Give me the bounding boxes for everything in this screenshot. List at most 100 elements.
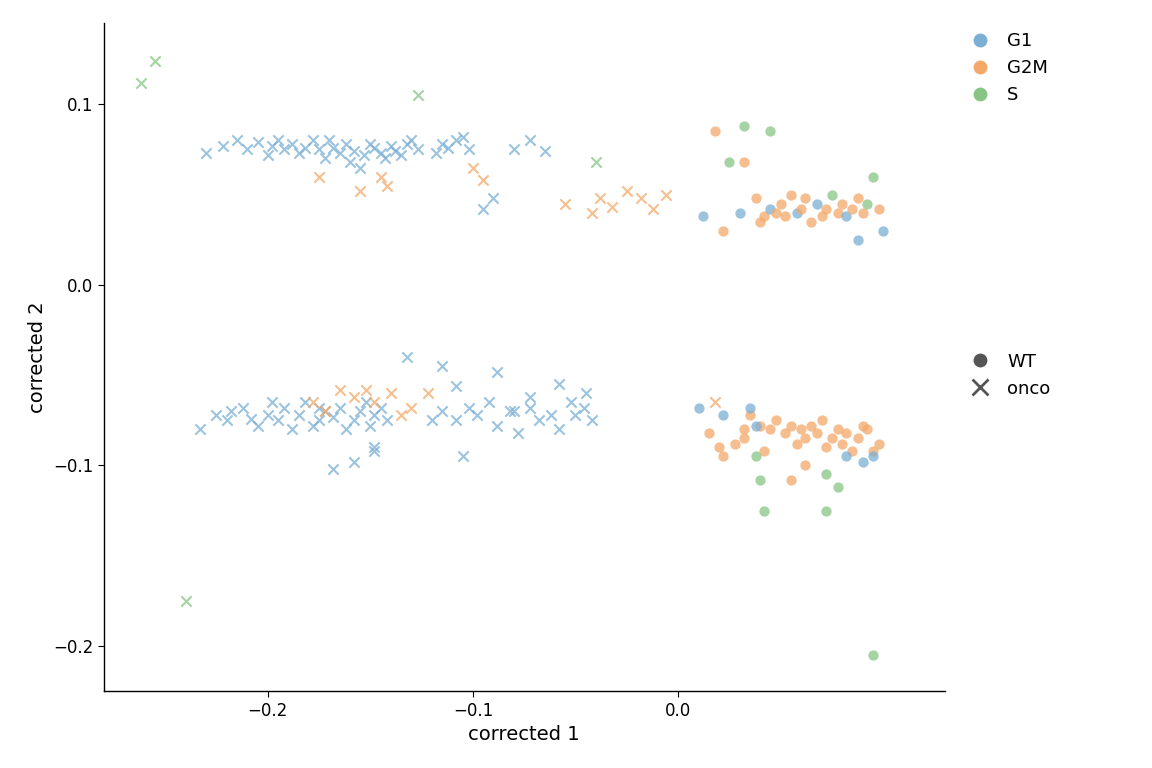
Point	[275, 144, 294, 156]
Point	[761, 423, 780, 435]
Point	[320, 134, 339, 147]
Point	[706, 125, 725, 137]
Point	[541, 409, 560, 421]
Point	[310, 170, 328, 183]
Point	[454, 131, 472, 143]
Point	[275, 402, 294, 414]
Point	[843, 203, 862, 215]
Point	[365, 409, 384, 421]
Point	[833, 438, 851, 450]
Point	[802, 216, 820, 228]
Point	[562, 396, 581, 409]
Point	[295, 396, 313, 409]
Point	[392, 149, 410, 161]
Point	[788, 438, 806, 450]
Point	[221, 406, 240, 418]
Point	[351, 406, 370, 418]
Point	[796, 192, 814, 204]
Point	[823, 432, 841, 445]
Point	[714, 409, 733, 421]
Point	[344, 414, 363, 426]
Point	[386, 145, 404, 157]
Point	[344, 455, 363, 468]
Point	[402, 134, 420, 147]
Point	[576, 387, 594, 399]
Point	[781, 419, 799, 432]
Point	[735, 423, 753, 435]
Point	[371, 402, 389, 414]
Point	[336, 423, 355, 435]
Point	[218, 414, 236, 426]
Point	[213, 140, 232, 152]
Point	[556, 197, 575, 210]
Point	[857, 197, 876, 210]
Point	[423, 414, 441, 426]
Point	[324, 411, 342, 423]
Point	[857, 423, 876, 435]
Point	[283, 423, 302, 435]
Point	[331, 383, 349, 396]
Point	[289, 409, 308, 421]
Point	[304, 419, 323, 432]
Point	[755, 210, 773, 223]
Point	[746, 419, 765, 432]
Point	[361, 419, 379, 432]
Point	[331, 402, 349, 414]
Point	[283, 138, 302, 151]
Point	[796, 432, 814, 445]
Point	[550, 423, 568, 435]
Point	[381, 140, 400, 152]
Point	[371, 147, 389, 159]
Point	[484, 192, 502, 204]
Point	[864, 450, 882, 462]
Point	[176, 594, 195, 607]
Point	[812, 210, 831, 223]
Point	[854, 207, 872, 219]
Point	[263, 396, 281, 409]
Point	[371, 170, 389, 183]
Point	[378, 180, 396, 192]
Point	[751, 474, 770, 486]
Point	[249, 419, 267, 432]
Point	[809, 427, 827, 439]
Point	[828, 481, 847, 493]
Point	[268, 134, 287, 147]
Point	[817, 505, 835, 517]
Point	[408, 89, 426, 101]
Point	[304, 134, 323, 147]
Point	[828, 423, 847, 435]
Point	[575, 402, 593, 414]
Point	[812, 414, 831, 426]
Point	[604, 201, 622, 214]
Point	[242, 412, 260, 425]
Point	[295, 141, 313, 154]
Point	[289, 147, 308, 159]
Point	[617, 185, 636, 197]
Point	[228, 134, 247, 147]
Point	[817, 442, 835, 454]
Point	[146, 55, 165, 67]
Point	[433, 406, 452, 418]
Point	[583, 414, 601, 426]
Point	[258, 409, 276, 421]
Point	[310, 414, 328, 426]
Point	[310, 144, 328, 156]
Point	[488, 419, 507, 432]
X-axis label: corrected 1: corrected 1	[469, 725, 579, 744]
Point	[781, 188, 799, 200]
Point	[418, 387, 437, 399]
Point	[131, 77, 150, 89]
Point	[761, 125, 780, 137]
Point	[817, 468, 835, 481]
Point	[501, 406, 520, 418]
Point	[735, 156, 753, 168]
Point	[521, 402, 539, 414]
Point	[505, 406, 523, 418]
Point	[381, 387, 400, 399]
Point	[344, 391, 363, 403]
Point	[463, 161, 482, 174]
Point	[488, 366, 507, 378]
Point	[809, 197, 827, 210]
Point	[720, 156, 738, 168]
Point	[521, 391, 539, 403]
